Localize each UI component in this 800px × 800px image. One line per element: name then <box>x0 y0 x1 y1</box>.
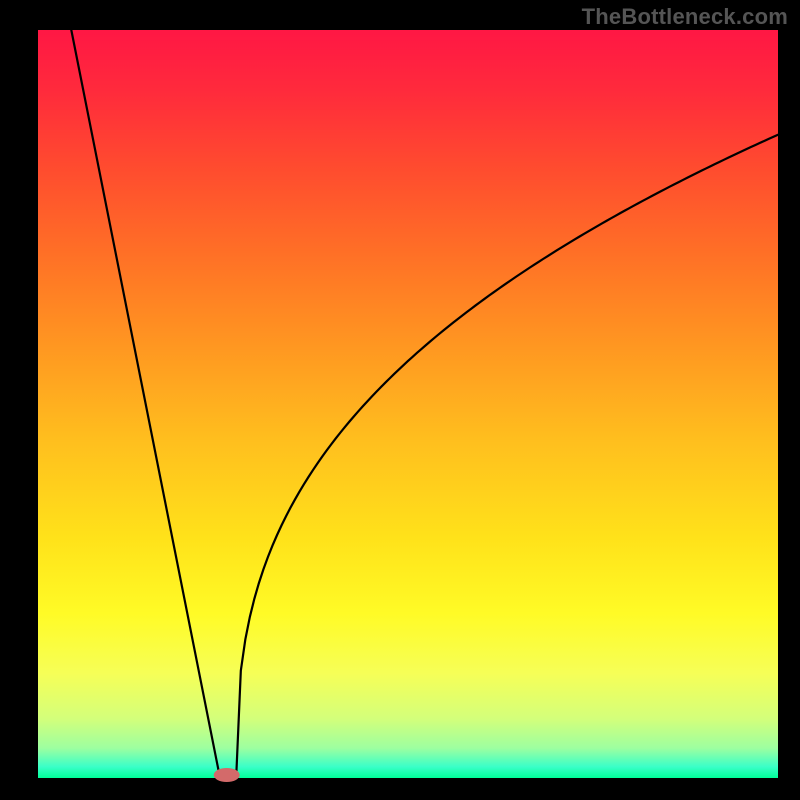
chart-container: TheBottleneck.com <box>0 0 800 800</box>
bottleneck-chart <box>0 0 800 800</box>
plot-background <box>38 30 778 778</box>
min-marker <box>214 768 240 782</box>
watermark-text: TheBottleneck.com <box>582 0 800 32</box>
